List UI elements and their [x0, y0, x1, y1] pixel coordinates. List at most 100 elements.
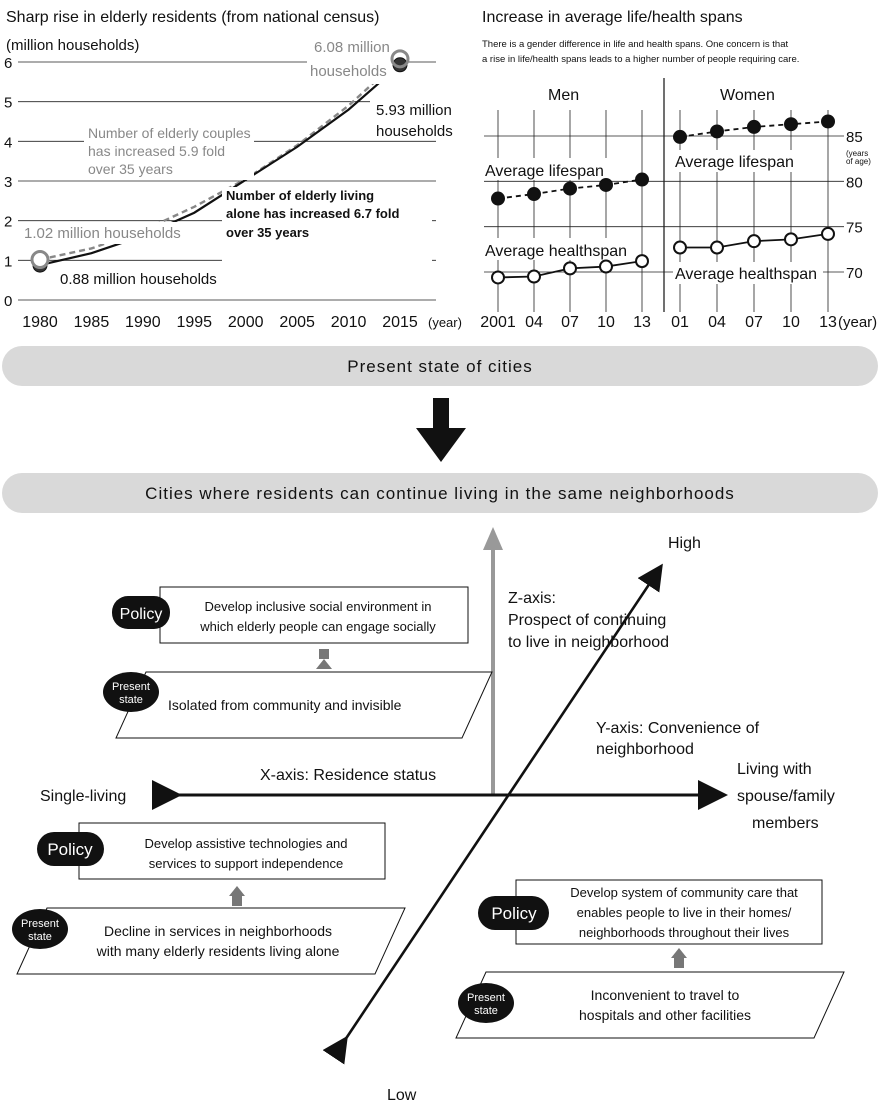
present-state-text-1: Inconvenient to travel to	[591, 987, 740, 1003]
chart1-x-unit: (year)	[428, 315, 462, 330]
chart1-series	[39, 57, 401, 267]
women-lifespan-point	[747, 119, 761, 134]
elderly-couples-line	[39, 57, 401, 261]
x-axis-left-end: Single-living	[40, 788, 126, 805]
chart1-x-tick: 1995	[176, 314, 212, 331]
up-arrow-icon	[671, 948, 687, 968]
x-axis-right-end-3: members	[752, 815, 819, 832]
policy-text-2: which elderly people can engage socially	[199, 619, 436, 634]
chart2-x-tick: 13	[819, 314, 837, 331]
women-healthspan-point	[673, 240, 687, 255]
chart2-x-tick: 04	[708, 314, 726, 331]
men-healthspan-point	[563, 261, 577, 276]
present-state-badge	[103, 672, 159, 712]
z-axis-label-2: Prospect of continuing	[508, 612, 666, 629]
policy-badge-text: Policy	[120, 606, 163, 623]
elderly-living-alone-line	[39, 63, 401, 267]
chart1-y-tick: 1	[4, 253, 12, 270]
policy-badge	[478, 896, 549, 930]
policy-text-1: Develop system of community care that	[570, 885, 798, 900]
panel-men-label: Men	[548, 87, 579, 104]
x-axis-right-end-1: Living with	[737, 761, 812, 778]
goal-banner: Cities where residents can continue livi…	[2, 473, 878, 513]
chart1-y-tick: 2	[4, 214, 12, 231]
panel-women-label: Women	[720, 87, 775, 104]
chart1-y-tick: 0	[4, 293, 12, 310]
couples-note-1: Number of elderly couples	[88, 125, 251, 141]
present-state-badge-line-1: Present	[112, 681, 150, 693]
men-healthspan-point	[491, 270, 505, 285]
chart1-y-tick: 3	[4, 174, 12, 191]
chart2-y-unit-1: (years	[846, 149, 868, 158]
chart1-y-tick: 4	[4, 134, 12, 151]
chart1-x-tick: 2005	[279, 314, 315, 331]
present-state-badge-line-1: Present	[467, 992, 505, 1004]
chart2-x-tick: 10	[782, 314, 800, 331]
chart2-x-tick: 10	[597, 314, 615, 331]
chart2-y-tick: 85	[846, 129, 863, 146]
alone-end-label-1: 5.93 million	[376, 102, 452, 119]
alone-note-3: over 35 years	[226, 225, 309, 240]
chart1-y-ticks: 0 1 2 3 4 5 6	[4, 55, 12, 310]
up-arrow-icon	[316, 649, 332, 669]
policy-text-2: services to support independence	[149, 856, 343, 871]
men-healthspan-point	[599, 259, 613, 274]
x-axis-right-end-2: spouse/family	[737, 788, 835, 805]
alone-start-label: 0.88 million households	[60, 271, 217, 288]
couples-end-marker	[390, 49, 410, 69]
women-lifespan-point	[784, 117, 798, 132]
men-healthspan-point	[635, 254, 649, 269]
present-state-badge	[12, 909, 68, 949]
chart2-x-tick: 07	[745, 314, 763, 331]
chart1-x-tick: 2000	[228, 314, 264, 331]
policy-badge	[112, 596, 170, 629]
goal-banner-text: Cities where residents can continue livi…	[145, 484, 735, 503]
policy-text-2: enables people to live in their homes/	[577, 905, 792, 920]
women-lifespan-point	[821, 114, 835, 129]
men-lifespan-point	[635, 172, 649, 187]
men-healthspan-point	[527, 269, 541, 284]
women-healthspan-point	[710, 240, 724, 255]
couples-start-label: 1.02 million households	[24, 225, 181, 242]
chart2-x-tick: 2001	[480, 314, 516, 331]
chart1-x-ticks: 1980 1985 1990 1995 2000 2005 2010 2015	[22, 314, 418, 331]
present-state-text-2: hospitals and other facilities	[579, 1007, 751, 1023]
present-state-text-1: Decline in services in neighborhoods	[104, 923, 332, 939]
present-state-badge-line-2: state	[28, 931, 52, 943]
chart2-x-tick: 13	[633, 314, 651, 331]
policy-badge	[37, 832, 104, 866]
men-healthspan-label: Average healthspan	[485, 243, 627, 260]
chart2-x-tick: 07	[561, 314, 579, 331]
lifespan-chart: Increase in average life/health spans Th…	[480, 9, 877, 331]
chart1-y-tick: 5	[4, 95, 12, 112]
chart2-subtitle-1: There is a gender difference in life and…	[482, 39, 788, 50]
y-axis-high-label: High	[668, 535, 701, 552]
men-lifespan-point	[491, 191, 505, 206]
chart2-x-ticks: 2001 04 07 10 13 01 04 07 10 13	[480, 314, 837, 331]
z-axis	[483, 527, 503, 795]
chart2-subtitle-2: a rise in life/health spans leads to a h…	[482, 54, 799, 65]
present-state-banner-text: Present state of cities	[347, 357, 533, 376]
men-lifespan-point	[527, 187, 541, 202]
present-state-badge-line-2: state	[474, 1005, 498, 1017]
y-axis-label-2: neighborhood	[596, 741, 694, 758]
policy-badge-text: Policy	[47, 840, 93, 859]
chart2-x-tick: 01	[671, 314, 689, 331]
present-state-text: Isolated from community and invisible	[168, 697, 402, 713]
couples-end-label-1: 6.08 million	[314, 39, 390, 56]
y-axis-label-1: Y-axis: Convenience of	[596, 720, 760, 737]
women-healthspan-label: Average healthspan	[675, 266, 817, 283]
men-lifespan-label: Average lifespan	[485, 163, 604, 180]
chart1-endpoint-markers	[30, 49, 410, 273]
policy-text-3: neighborhoods throughout their lives	[579, 925, 790, 940]
women-healthspan-point	[821, 226, 835, 241]
quadrant-upper-left: Policy Develop inclusive social environm…	[103, 586, 493, 739]
chart2-y-unit-2: of age)	[846, 157, 871, 166]
present-state-badge	[458, 983, 514, 1023]
men-lifespan-point	[563, 181, 577, 196]
couples-note-3: over 35 years	[88, 161, 173, 177]
chart1-x-tick: 1985	[74, 314, 110, 331]
women-healthspan-point	[747, 234, 761, 249]
x-axis-label: X-axis: Residence status	[260, 767, 436, 784]
